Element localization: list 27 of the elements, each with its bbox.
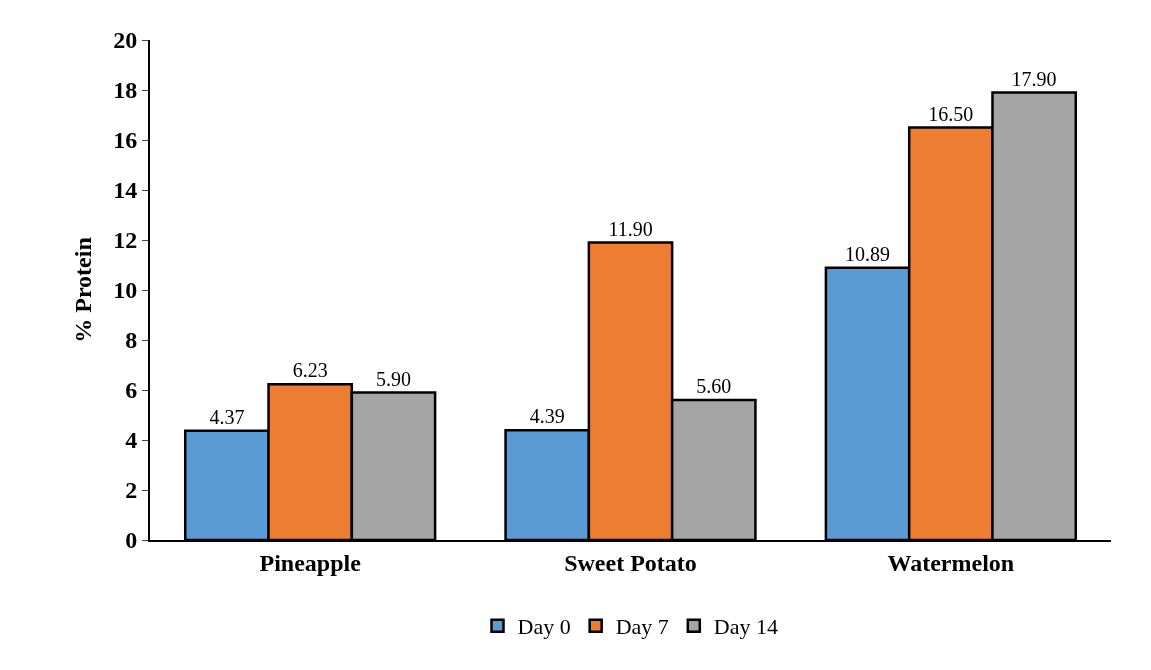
data-label: 6.23 [292,359,328,382]
y-tick-label: 20 [113,27,138,54]
y-tick-label: 12 [113,227,138,254]
y-tick-label: 6 [125,377,138,404]
x-tick-label: Sweet Potato [564,549,697,576]
y-tick-label: 10 [113,277,138,304]
data-label: 16.50 [928,102,974,125]
data-label: 17.90 [1011,67,1057,90]
data-label: 4.39 [529,405,565,428]
y-tick-label: 0 [125,527,138,554]
x-tick-label: Pineapple [259,549,362,576]
y-tick-label: 16 [113,127,138,154]
y-tick-label: 2 [125,477,138,504]
y-tick-label: 18 [113,77,138,104]
x-tick-label: Watermelon [887,549,1015,576]
data-label: 5.60 [696,375,732,397]
legend-label: Day 7 [615,614,669,640]
data-label: 5.90 [375,367,411,390]
data-label: 10.89 [845,242,891,265]
y-axis-title: % Protein [69,237,96,343]
y-tick-label: 8 [125,327,138,354]
data-label: 4.37 [209,405,245,428]
legend-label: Day 14 [713,614,778,640]
legend-label: Day 0 [517,614,571,640]
y-tick-label: 14 [113,177,138,204]
y-tick-label: 4 [125,427,138,454]
data-label: 11.90 [608,217,653,240]
